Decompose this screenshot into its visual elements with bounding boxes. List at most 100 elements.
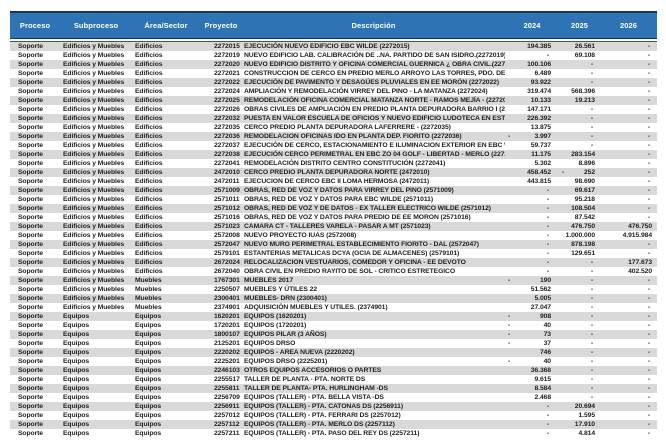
cell-y2024[interactable]: 6.489 [534,70,551,77]
cell-area[interactable]: Equipos [135,313,162,320]
cell-y2025[interactable]: - [559,384,600,393]
cell-y2025[interactable]: 87.542 [574,214,595,221]
cell-area[interactable]: Edificios [135,79,163,86]
cell-y2026[interactable]: - [600,78,657,87]
cell-proyecto[interactable]: 2272021 [214,70,240,77]
cell-y2025[interactable]: 8.896 [578,160,595,167]
cell-subproceso[interactable]: Edificios y Muebles [63,214,125,221]
cell-subproceso[interactable]: Equipos [63,322,90,329]
cell-descripcion[interactable]: REMODELACIÓN DISTRITO CENTRO CONSTITUCIÓ… [244,160,446,167]
column-header-subproceso[interactable]: Subproceso [73,21,119,30]
cell-proyecto[interactable]: 2572008 [214,232,240,239]
column-header-proyecto[interactable]: Proyecto [204,21,238,30]
cell-y2025[interactable]: 95.218 [574,196,595,203]
cell-proyecto[interactable]: 1800107 [214,331,240,338]
cell-area[interactable]: Equipos [135,358,162,365]
cell-area[interactable]: Edificios [135,106,163,113]
cell-subproceso[interactable]: Equipos [63,403,90,410]
cell-subproceso[interactable]: Edificios y Muebles [63,187,125,194]
cell-subproceso[interactable]: Edificios y Muebles [63,61,125,68]
cell-proyecto[interactable]: 2272032 [214,115,240,122]
cell-subproceso[interactable]: Edificios y Muebles [63,124,125,131]
cell-y2024[interactable]: - [505,411,559,420]
cell-proyecto[interactable]: 2472011 [214,178,240,185]
column-header-proceso[interactable]: Proceso [19,21,51,30]
cell-y2025[interactable]: - [559,132,600,141]
cell-y2024[interactable]: - [505,420,559,429]
cell-proceso[interactable]: Soporte [18,97,43,104]
column-header-y2024[interactable]: 2024 [523,21,541,30]
cell-subproceso[interactable]: Edificios y Muebles [63,277,125,284]
cell-area[interactable]: Muebles [135,304,162,311]
cell-proyecto[interactable]: 2272024 [214,88,240,95]
cell-proyecto[interactable]: 2272025 [214,97,240,104]
cell-y2024[interactable]: 59.737 [530,142,551,149]
cell-area[interactable]: Edificios [135,205,163,212]
cell-proyecto[interactable]: 2672024 [214,259,240,266]
cell-proceso[interactable]: Soporte [18,394,43,401]
cell-subproceso[interactable]: Edificios y Muebles [63,232,125,239]
cell-y2026[interactable]: - [600,330,657,339]
cell-proceso[interactable]: Soporte [18,106,43,113]
cell-proyecto[interactable]: 1620201 [214,313,240,320]
cell-area[interactable]: Equipos [135,322,162,329]
cell-proceso[interactable]: Soporte [18,115,43,122]
cell-y2026[interactable]: - [600,402,657,411]
cell-subproceso[interactable]: Edificios y Muebles [63,151,125,158]
cell-subproceso[interactable]: Equipos [63,421,90,428]
cell-proceso[interactable]: Soporte [18,133,43,140]
cell-descripcion[interactable]: PUESTA EN VALOR ESCUELA DE OFICIOS Y NUE… [244,115,505,122]
cell-proceso[interactable]: Soporte [18,304,43,311]
cell-y2026[interactable]: - [600,96,657,105]
cell-proyecto[interactable]: 2272020 [214,61,240,68]
cell-proceso[interactable]: Soporte [18,196,43,203]
cell-y2026[interactable]: - [600,366,657,375]
cell-proceso[interactable]: Soporte [18,421,43,428]
cell-descripcion[interactable]: NUEVO MURO PERIMETRAL ESTABLECIMIENTO FI… [244,241,479,248]
cell-y2026[interactable]: - [600,69,657,78]
cell-y2026[interactable]: - [600,384,657,393]
cell-y2024[interactable]: - 40 [505,357,559,366]
cell-y2024[interactable]: - [505,222,559,231]
cell-proyecto[interactable]: 2579101 [214,250,240,257]
cell-proyecto[interactable]: 2571011 [214,196,240,203]
cell-y2024[interactable]: - 3.997 [505,132,559,141]
cell-y2024[interactable]: - [505,186,559,195]
cell-y2026[interactable]: - [600,42,657,51]
cell-proceso[interactable]: Soporte [18,376,43,383]
cell-area[interactable]: Edificios [135,178,163,185]
cell-proceso[interactable]: Soporte [18,205,43,212]
cell-y2026[interactable]: - [600,375,657,384]
cell-descripcion[interactable]: EJECUCIÓN CERCO PERIMETRAL EN EBC ZO 04 … [244,151,505,158]
cell-y2026[interactable]: 177.673 [628,259,652,266]
cell-area[interactable]: Equipos [135,385,162,392]
cell-subproceso[interactable]: Edificios y Muebles [63,295,125,302]
cell-descripcion[interactable]: MUEBLES- DRN (2300401) [244,295,327,302]
cell-y2025[interactable]: 1.000.000 [565,232,595,239]
cell-y2025[interactable]: - [559,321,600,330]
cell-y2026[interactable]: - [600,303,657,312]
cell-area[interactable]: Edificios [135,43,163,50]
cell-subproceso[interactable]: Edificios y Muebles [63,286,125,293]
cell-subproceso[interactable]: Edificios y Muebles [63,79,125,86]
cell-y2025[interactable]: 283.154 [571,151,595,158]
cell-area[interactable]: Edificios [135,223,163,230]
cell-area[interactable]: Edificios [135,232,163,239]
cell-subproceso[interactable]: Edificios y Muebles [63,70,125,77]
cell-subproceso[interactable]: Edificios y Muebles [63,142,125,149]
cell-y2024[interactable]: - [505,258,559,267]
cell-y2024[interactable]: - [505,267,559,276]
cell-descripcion[interactable]: NUEVO EDIFICIO DISTRITO Y OFICINA COMERC… [244,61,505,68]
cell-descripcion[interactable]: ADQUISICIÓN MUEBLES Y UTILES. (2374901) [244,304,388,311]
cell-area[interactable]: Edificios [135,70,163,77]
cell-area[interactable]: Edificios [135,88,163,95]
column-header-y2026[interactable]: 2026 [619,21,638,30]
cell-y2024[interactable]: 194.385 [527,43,551,50]
cell-area[interactable]: Muebles [135,277,162,284]
cell-y2026[interactable]: - [600,276,657,285]
cell-proceso[interactable]: Soporte [18,385,43,392]
cell-proceso[interactable]: Soporte [18,322,43,329]
cell-subproceso[interactable]: Equipos [63,376,90,383]
cell-y2025[interactable]: - [559,339,600,348]
cell-descripcion[interactable]: EQUIPOS DRSO (2225201) [244,358,328,365]
